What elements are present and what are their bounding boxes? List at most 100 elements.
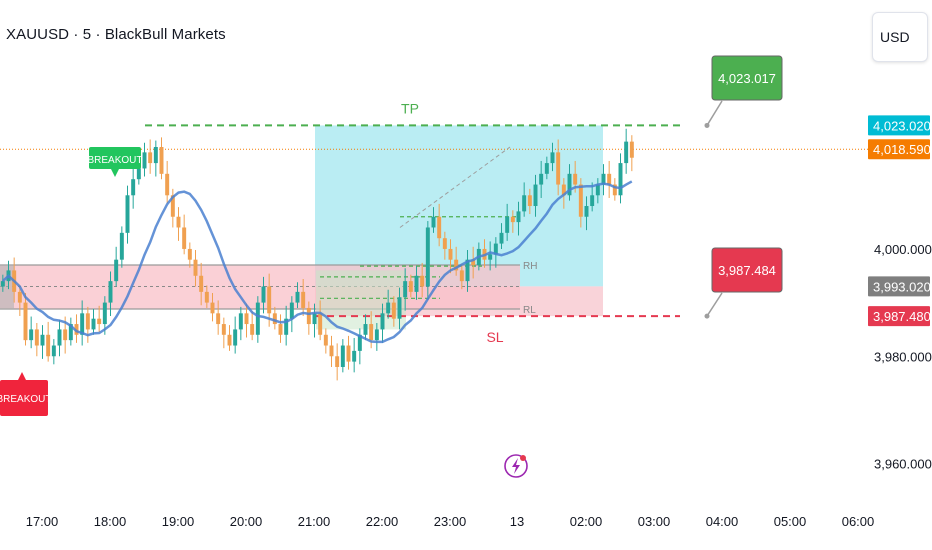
candle-body	[431, 216, 436, 228]
candle-body	[216, 313, 221, 325]
candle-body	[114, 259, 119, 282]
candle-body	[170, 195, 175, 217]
breakout-down-label: BREAKOUT	[0, 394, 52, 405]
candle-body	[221, 324, 226, 335]
candle-body	[176, 216, 181, 228]
candle-body	[199, 275, 204, 292]
currency-button[interactable]: USD	[872, 12, 928, 62]
price-marker-label: 4,018.590	[873, 142, 931, 157]
candle-body	[148, 152, 153, 164]
price-marker-box	[868, 115, 930, 136]
y-tick-label: 3,960.000	[874, 457, 932, 472]
candle-body	[329, 345, 334, 357]
candle-body	[374, 329, 379, 341]
candle-body	[159, 146, 164, 174]
candle-body	[244, 313, 249, 325]
candle-body	[346, 345, 351, 362]
candle-body	[34, 329, 39, 346]
breakout-down-badge	[0, 380, 48, 416]
symbol-title: XAUUSD · 5 · BlackBull Markets	[6, 26, 226, 43]
candle-body	[618, 163, 623, 196]
x-tick-label: 20:00	[230, 514, 263, 529]
candle-body	[539, 173, 544, 185]
candle-body	[408, 281, 413, 292]
candle-body	[108, 281, 113, 303]
price-marker-label: 3,993.020	[873, 279, 931, 294]
tp-callout-stem	[706, 100, 723, 126]
x-tick-label: 13	[510, 514, 524, 529]
candle-body	[544, 163, 549, 174]
candle-body	[125, 195, 130, 233]
candle-body	[352, 350, 357, 362]
candle-body	[403, 281, 408, 298]
entry-box	[316, 270, 406, 330]
x-tick-label: 04:00	[706, 514, 739, 529]
candle-body	[465, 259, 470, 282]
candle-body	[437, 216, 442, 239]
sl-label: SL	[486, 329, 503, 345]
candle-body	[255, 302, 260, 335]
x-tick-label: 18:00	[94, 514, 127, 529]
price-marker-box	[868, 139, 930, 160]
x-tick-label: 19:00	[162, 514, 195, 529]
x-tick-label: 06:00	[842, 514, 875, 529]
candle-body	[29, 329, 34, 341]
candle-body	[165, 173, 170, 196]
candle-body	[312, 313, 317, 325]
candle-body	[493, 243, 498, 255]
candle-body	[624, 141, 629, 164]
candle-body	[210, 302, 215, 314]
sl-callout-stem	[706, 292, 723, 317]
candle-body	[233, 329, 238, 346]
breakout-up-pointer	[111, 169, 119, 177]
candle-body	[414, 275, 419, 292]
candle-body	[306, 307, 311, 325]
candle-body	[131, 179, 136, 196]
candle-body	[57, 329, 62, 346]
candle-body	[612, 184, 617, 196]
sl-callout-box	[711, 247, 783, 293]
candle-body	[578, 184, 583, 217]
candle-body	[68, 324, 73, 341]
candle-body	[187, 248, 192, 260]
candle-body	[386, 302, 391, 314]
breakout-up-badge	[89, 147, 141, 169]
candle-body	[369, 324, 374, 341]
x-tick-label: 03:00	[638, 514, 671, 529]
tp-label: TP	[401, 100, 419, 116]
candle-body	[40, 334, 45, 346]
candle-body	[391, 302, 396, 319]
candle-body	[629, 141, 634, 158]
tp-callout-dot	[704, 122, 710, 128]
candle-body	[193, 259, 198, 276]
candle-body	[516, 211, 521, 223]
x-tick-label: 22:00	[366, 514, 399, 529]
candle-body	[284, 318, 289, 335]
take-profit-zone	[315, 125, 603, 287]
candle-body	[272, 313, 277, 325]
candle-body	[448, 248, 453, 260]
candle-body	[46, 334, 51, 357]
candle-body	[454, 259, 459, 271]
candle-body	[442, 238, 447, 249]
price-marker-box	[868, 306, 930, 327]
candle-body	[102, 302, 107, 325]
trend-line	[399, 146, 511, 228]
candle-body	[363, 324, 368, 335]
price-marker-box	[868, 276, 930, 297]
candle-body	[550, 152, 555, 164]
candle-body	[91, 318, 96, 330]
candle-body	[51, 345, 56, 357]
breakout-up-label: BREAKOUT	[87, 155, 142, 166]
range-zone	[0, 265, 520, 310]
candle-body	[63, 329, 68, 341]
candle-body	[357, 334, 362, 351]
rl-label: RL	[523, 305, 536, 316]
candle-body	[119, 232, 124, 260]
candle-body	[323, 334, 328, 346]
breakout-down-pointer	[18, 372, 26, 380]
candle-body	[527, 195, 532, 207]
candle-body	[601, 173, 606, 185]
sl-callout-label: 3,987.484	[718, 263, 776, 278]
